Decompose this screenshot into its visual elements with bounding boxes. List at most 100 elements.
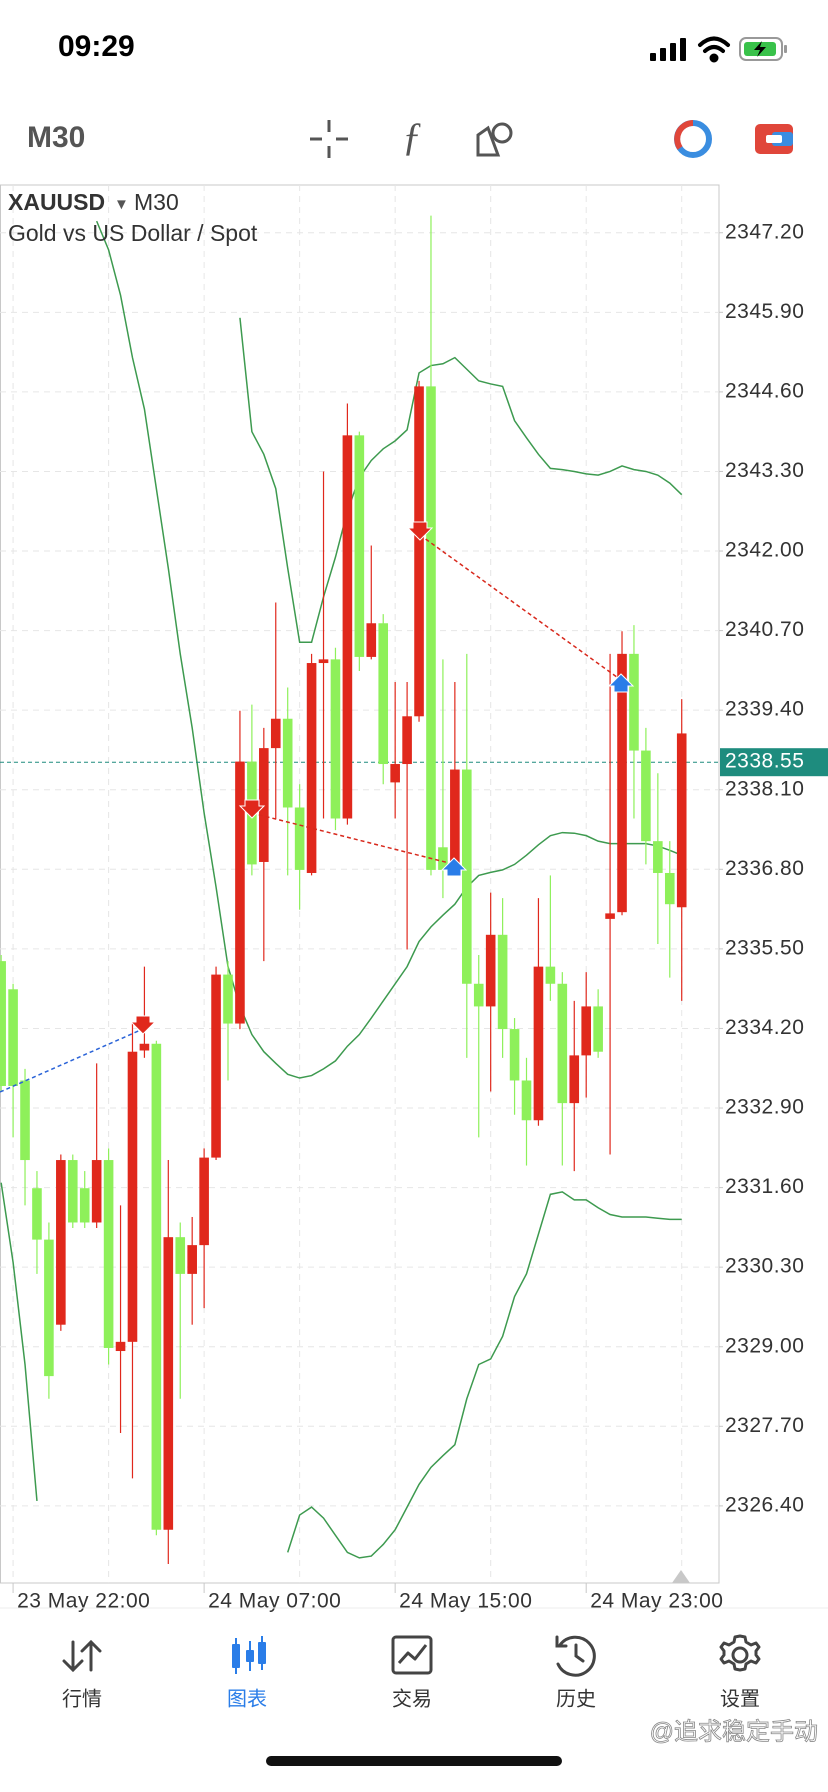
bottom-nav: 行情 图表 交易 历史 设置 — [62, 1687, 760, 1710]
current-price-label: 2338.55 — [725, 750, 804, 773]
x-tick-label: 24 May 07:00 — [208, 1590, 341, 1613]
candle-body — [103, 1160, 114, 1348]
candle-body — [390, 764, 400, 783]
account-button[interactable] — [674, 120, 712, 158]
nav-label[interactable]: 行情 — [62, 1687, 102, 1710]
candle-body — [509, 1029, 520, 1081]
axes: 2347.20 2345.90 2344.60 2343.30 2342.00 2340.… — [12, 220, 828, 1613]
nav-label[interactable]: 图表 — [227, 1687, 267, 1710]
candle-body — [438, 847, 448, 870]
indicators-button[interactable]: ƒ — [402, 114, 422, 159]
chart-icon[interactable] — [232, 1636, 266, 1674]
candle-body — [473, 983, 484, 1007]
battery-icon — [739, 37, 787, 61]
candle-body — [79, 1188, 90, 1223]
settings-icon[interactable] — [719, 1634, 761, 1672]
y-tick-label: 2330.30 — [725, 1255, 804, 1278]
candle-body — [342, 435, 353, 819]
candle-body — [485, 934, 496, 1007]
current-price-box — [720, 748, 828, 777]
candle-body — [44, 1239, 54, 1377]
symbol-dropdown[interactable]: ▼ — [114, 196, 129, 213]
y-tick-label: 2338.10 — [725, 777, 804, 800]
candle-body — [175, 1237, 186, 1274]
y-tick-label: 2332.90 — [725, 1096, 804, 1119]
y-tick-label: 2327.70 — [725, 1414, 804, 1437]
y-tick-label: 2345.90 — [725, 300, 804, 323]
candle-body — [223, 974, 233, 1024]
nav-label[interactable]: 交易 — [392, 1687, 432, 1710]
quotes-icon[interactable] — [62, 1639, 102, 1673]
x-tick-label: 24 May 15:00 — [399, 1590, 532, 1613]
candle-body — [67, 1160, 78, 1223]
candle-body — [641, 750, 651, 842]
history-icon[interactable] — [555, 1635, 596, 1677]
trade-button[interactable] — [755, 124, 793, 154]
candle-body — [593, 1006, 603, 1052]
candle-body — [211, 974, 221, 1158]
candle-body — [402, 716, 412, 765]
candle-body — [235, 761, 245, 1024]
candle-body — [521, 1080, 532, 1121]
objects-button[interactable] — [476, 122, 513, 157]
candle-body — [497, 934, 508, 1030]
candle-body — [115, 1341, 126, 1352]
candle-body — [676, 733, 687, 908]
candle-body — [414, 386, 424, 717]
watermark: @追求稳定手动 — [650, 1718, 818, 1745]
candle-body — [8, 989, 18, 1086]
candle-body — [199, 1157, 209, 1246]
clock: 09:29 — [58, 30, 135, 63]
candle-body — [151, 1043, 162, 1530]
y-tick-label: 2339.40 — [725, 698, 804, 721]
candle-body — [653, 841, 663, 873]
candle-body — [462, 769, 472, 984]
candle-body — [282, 718, 293, 808]
candle-body — [127, 1051, 138, 1342]
candle-body — [366, 623, 377, 657]
candle-body — [557, 983, 568, 1104]
candle-body — [187, 1245, 197, 1274]
band-upper — [239, 317, 683, 643]
candle-body — [450, 769, 460, 870]
candle-body — [617, 653, 627, 913]
symbol-description: Gold vs US Dollar / Spot — [8, 220, 258, 246]
candle-body — [378, 623, 389, 765]
band-lower — [0, 1182, 682, 1559]
y-tick-label: 2334.20 — [725, 1016, 804, 1039]
crosshair-button[interactable] — [310, 120, 348, 158]
candle-body — [569, 1055, 580, 1104]
x-tick-label: 23 May 22:00 — [17, 1590, 150, 1613]
symbol[interactable]: XAUUSD — [8, 189, 105, 215]
candle-body — [318, 659, 329, 664]
candle-body — [139, 1043, 150, 1051]
candle-body — [259, 748, 269, 862]
plot-area — [0, 215, 719, 1565]
candle-body — [664, 872, 675, 905]
timeframe-button[interactable]: M30 — [27, 121, 85, 154]
nav-label[interactable]: 设置 — [720, 1687, 760, 1710]
candle-body — [330, 659, 341, 819]
candle-body — [56, 1160, 66, 1325]
trade-icon[interactable] — [391, 1635, 433, 1675]
nav-label[interactable]: 历史 — [556, 1687, 596, 1710]
y-tick-label: 2336.80 — [725, 857, 804, 880]
y-tick-label: 2331.60 — [725, 1175, 804, 1198]
wifi-icon — [698, 36, 730, 63]
candle-body — [629, 653, 639, 751]
home-indicator — [266, 1756, 562, 1766]
candle-body — [163, 1237, 174, 1530]
chart-timeframe: M30 — [134, 189, 179, 215]
trade-markers — [0, 521, 635, 1093]
candle-body — [0, 961, 6, 1086]
candle-body — [32, 1188, 42, 1240]
candle-body — [605, 913, 615, 919]
y-tick-label: 2326.40 — [725, 1493, 804, 1516]
candle-body — [581, 1006, 591, 1056]
y-tick-label: 2343.30 — [725, 459, 804, 482]
candle-body — [354, 435, 365, 657]
y-tick-label: 2340.70 — [725, 618, 804, 641]
candle-body — [545, 966, 556, 984]
